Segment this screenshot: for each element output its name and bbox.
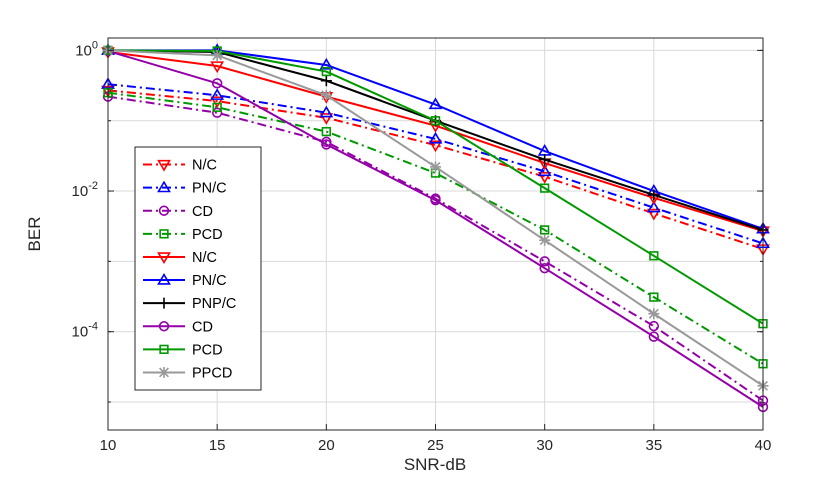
marker-square — [212, 102, 222, 112]
marker-square — [430, 116, 441, 126]
marker-triangle-down — [319, 113, 334, 125]
series-line — [107, 50, 764, 408]
series-n-c-1 — [101, 85, 770, 257]
series-layer — [101, 43, 770, 413]
legend-label: N/C — [192, 158, 217, 174]
marker-circle — [539, 262, 550, 274]
series-line — [107, 83, 764, 245]
legend-label: PPCD — [192, 365, 232, 381]
marker-asterisk — [211, 49, 223, 61]
marker-plus — [158, 297, 170, 309]
legend-entry: PN/C — [143, 272, 227, 289]
marker-circle — [211, 78, 223, 89]
series-ppcd-10 — [102, 44, 769, 392]
legend-entry: PNP/C — [143, 296, 236, 312]
marker-asterisk — [320, 89, 332, 101]
x-tick-label: 20 — [318, 437, 335, 454]
y-tick-label: 10-4 — [72, 321, 98, 341]
x-tick-label: 40 — [755, 437, 772, 454]
marker-plus — [320, 75, 332, 87]
x-tick-label: 35 — [645, 437, 662, 454]
marker-square — [540, 225, 550, 235]
legend-entry: PPCD — [143, 365, 232, 381]
marker-circle — [648, 320, 660, 332]
marker-triangle-up — [319, 57, 334, 70]
legend-label: PCD — [192, 227, 223, 243]
marker-triangle-up — [210, 88, 225, 100]
x-tick-label: 30 — [536, 437, 553, 454]
marker-triangle-down — [428, 140, 443, 153]
marker-triangle-down — [210, 96, 225, 109]
legend-label: CD — [192, 319, 213, 335]
legend-entry: PCD — [143, 342, 223, 358]
marker-square — [540, 183, 550, 193]
series-line — [107, 95, 764, 402]
marker-triangle-down — [537, 172, 552, 184]
y-tick-label: 10-2 — [72, 180, 98, 200]
legend-label: PN/C — [192, 181, 227, 197]
marker-triangle-up — [157, 180, 171, 193]
legend-label: PNP/C — [192, 296, 236, 312]
marker-triangle-down — [646, 208, 661, 221]
marker-circle — [158, 205, 170, 216]
legend-entry: CD — [143, 319, 213, 335]
marker-triangle-up — [646, 200, 661, 213]
marker-circle — [211, 107, 223, 118]
marker-triangle-down — [210, 61, 225, 74]
marker-square — [321, 66, 331, 77]
ticks: 10 15 20 25 30 35 40 100 10-2 10-4 — [72, 39, 772, 454]
marker-circle — [539, 256, 550, 267]
legend-entry: N/C — [143, 158, 217, 174]
legend-label: PCD — [192, 342, 223, 358]
legend-entry: CD — [143, 204, 213, 220]
legend-label: CD — [192, 204, 213, 220]
marker-asterisk — [648, 308, 660, 320]
legend: N/C PN/C CD PCD N/C PN/C PNP/C CD PCD PPCD — [134, 146, 262, 391]
legend-entry: N/C — [143, 250, 217, 266]
marker-square — [649, 251, 659, 261]
marker-square — [649, 292, 659, 302]
marker-square — [159, 229, 169, 239]
x-tick-label: 15 — [209, 437, 226, 454]
marker-plus — [539, 154, 551, 166]
marker-asterisk — [539, 234, 551, 246]
legend-entry: PN/C — [143, 180, 227, 197]
marker-triangle-up — [428, 97, 443, 110]
series-cd-8 — [102, 45, 769, 413]
legend-label: N/C — [192, 250, 217, 266]
x-tick-label: 10 — [100, 437, 117, 454]
marker-circle — [430, 195, 441, 206]
marker-plus — [648, 189, 660, 201]
series-line — [107, 89, 764, 250]
marker-asterisk — [158, 366, 170, 378]
series-line — [107, 91, 764, 365]
x-axis-title: SNR-dB — [404, 455, 466, 474]
marker-circle — [321, 139, 332, 150]
marker-triangle-up — [537, 164, 552, 177]
x-tick-label: 25 — [427, 437, 444, 454]
marker-triangle-up — [319, 105, 334, 118]
y-axis-title: BER — [25, 217, 44, 252]
marker-square — [321, 126, 331, 137]
marker-triangle-up — [428, 131, 443, 144]
marker-triangle-down — [157, 159, 171, 172]
legend-label: PN/C — [192, 273, 227, 289]
marker-triangle-up — [157, 272, 171, 285]
y-tick-label: 100 — [75, 39, 98, 59]
marker-triangle-down — [157, 252, 171, 265]
marker-circle — [158, 321, 170, 332]
legend-entry: PCD — [143, 227, 223, 243]
marker-square — [159, 344, 169, 354]
marker-asterisk — [430, 161, 441, 173]
marker-circle — [648, 331, 660, 342]
